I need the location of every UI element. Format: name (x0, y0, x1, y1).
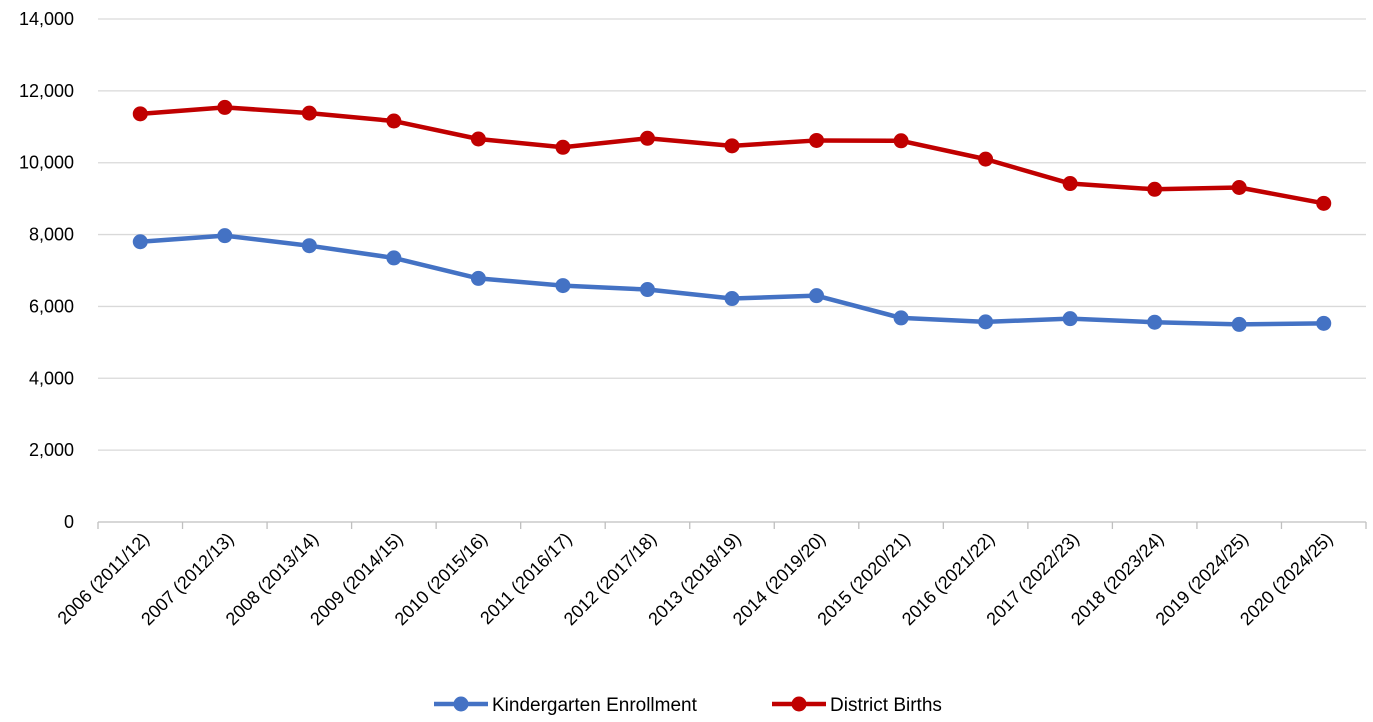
data-point (301, 105, 317, 121)
data-point (809, 288, 825, 304)
x-tick-label: 2020 (2024/25) (1236, 529, 1336, 629)
y-tick-label: 12,000 (19, 81, 74, 101)
data-point (132, 106, 148, 122)
data-point (555, 278, 571, 294)
legend-item: District Births (772, 695, 942, 716)
legend: Kindergarten Enrollment District Births (434, 695, 942, 716)
data-point (1231, 180, 1247, 196)
data-point (386, 113, 402, 129)
x-axis: 2006 (2011/12)2007 (2012/13)2008 (2013/1… (54, 521, 1367, 629)
data-point (1062, 176, 1078, 192)
y-tick-label: 14,000 (19, 9, 74, 29)
data-point (639, 130, 655, 146)
legend-label: Kindergarten Enrollment (492, 695, 698, 716)
data-point (217, 228, 233, 244)
series-kindergarten-enrollment (132, 228, 1332, 332)
data-point (1231, 316, 1247, 332)
series-layer (132, 99, 1332, 332)
legend-item: Kindergarten Enrollment (434, 695, 698, 716)
data-point (978, 151, 994, 167)
data-point (386, 250, 402, 266)
series-line (138, 105, 1326, 206)
series-line (138, 233, 1326, 327)
series-district-births (132, 99, 1332, 211)
y-tick-label: 6,000 (29, 296, 74, 316)
data-point (724, 138, 740, 154)
data-point (639, 282, 655, 298)
data-point (1147, 314, 1163, 330)
data-point (724, 291, 740, 307)
legend-swatch-marker (791, 696, 807, 712)
data-point (470, 270, 486, 286)
data-point (893, 310, 909, 326)
data-point (132, 234, 148, 250)
data-point (893, 133, 909, 149)
data-point (809, 132, 825, 148)
data-point (1062, 311, 1078, 327)
y-tick-label: 0 (64, 512, 74, 532)
legend-label: District Births (830, 695, 942, 716)
gridlines (98, 18, 1366, 451)
data-point (217, 99, 233, 115)
data-point (555, 139, 571, 155)
y-tick-label: 2,000 (29, 440, 74, 460)
data-point (1316, 195, 1332, 211)
y-axis: 0 2,000 4,000 6,000 8,000 10,000 12,000 14,000 (19, 9, 74, 532)
data-point (1316, 315, 1332, 331)
y-tick-label: 10,000 (19, 153, 74, 173)
data-point (470, 131, 486, 147)
data-point (1147, 181, 1163, 197)
legend-swatch-marker (453, 696, 469, 712)
y-tick-label: 4,000 (29, 368, 74, 388)
y-tick-label: 8,000 (29, 225, 74, 245)
data-point (301, 238, 317, 254)
data-point (978, 314, 994, 330)
